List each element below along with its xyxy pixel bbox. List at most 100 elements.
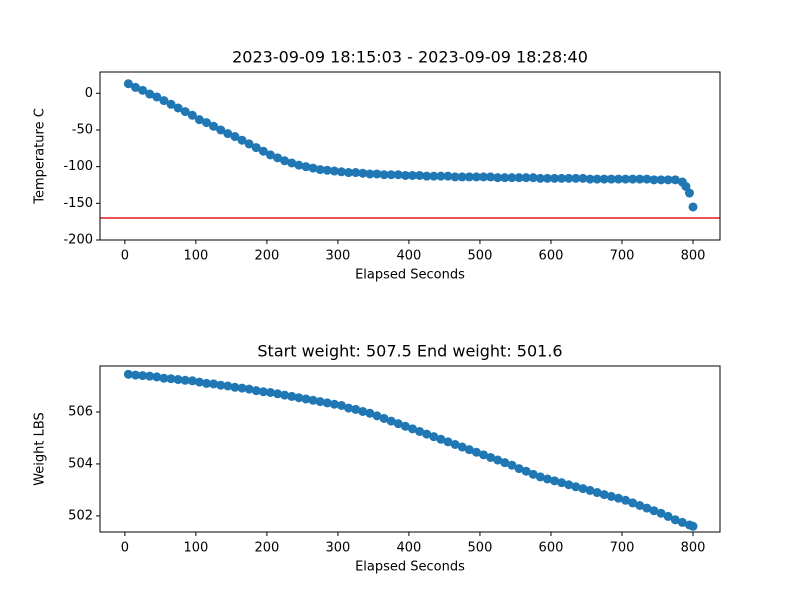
- x-tick-label: 400: [397, 249, 422, 264]
- point: [564, 480, 574, 490]
- point: [329, 399, 339, 409]
- point: [265, 387, 275, 397]
- point: [273, 389, 283, 399]
- point: [166, 99, 176, 109]
- point: [464, 445, 474, 455]
- point: [407, 424, 417, 434]
- axes-frame: [99, 71, 721, 241]
- point: [287, 158, 297, 168]
- point: [656, 508, 666, 518]
- x-tick-label: 600: [539, 249, 564, 264]
- point: [656, 175, 666, 185]
- point: [145, 371, 155, 381]
- x-axis-label: Elapsed Seconds: [355, 560, 465, 575]
- point: [670, 515, 680, 525]
- point: [606, 491, 616, 501]
- point: [393, 170, 403, 180]
- point: [628, 174, 638, 184]
- point: [322, 398, 332, 408]
- y-tick-label: 504: [68, 456, 93, 471]
- point: [599, 174, 609, 184]
- point: [145, 89, 155, 99]
- x-tick-label: 500: [468, 249, 493, 264]
- point: [407, 170, 417, 180]
- point: [258, 146, 268, 156]
- x-tick-label: 200: [254, 249, 279, 264]
- point: [336, 400, 346, 410]
- point: [194, 377, 204, 387]
- point: [358, 406, 368, 416]
- point: [422, 171, 432, 181]
- point: [613, 174, 623, 184]
- point: [166, 374, 176, 384]
- point: [159, 373, 169, 383]
- point: [635, 174, 645, 184]
- point: [123, 79, 133, 89]
- point: [138, 85, 148, 95]
- point: [131, 370, 141, 380]
- point: [152, 372, 162, 382]
- point: [443, 437, 453, 447]
- point: [663, 511, 673, 521]
- point: [173, 103, 183, 113]
- point: [606, 174, 616, 184]
- point: [528, 469, 538, 479]
- point: [358, 168, 368, 178]
- point: [479, 450, 489, 460]
- point: [649, 175, 659, 185]
- point: [223, 381, 233, 391]
- point: [550, 476, 560, 486]
- x-tick-label: 700: [610, 249, 635, 264]
- point: [301, 394, 311, 404]
- point: [138, 371, 148, 381]
- point: [592, 488, 602, 498]
- point: [471, 172, 481, 182]
- point: [535, 472, 545, 482]
- point: [628, 498, 638, 508]
- point: [450, 439, 460, 449]
- point: [322, 165, 332, 175]
- point: [223, 129, 233, 139]
- axes-frame: [99, 365, 721, 533]
- point: [365, 408, 375, 418]
- point: [429, 171, 439, 181]
- point: [571, 173, 581, 183]
- point: [180, 107, 190, 117]
- point: [415, 170, 425, 180]
- point: [557, 173, 567, 183]
- x-tick-label: 700: [610, 541, 635, 556]
- point: [688, 521, 698, 531]
- point: [571, 482, 581, 492]
- y-tick-label: -100: [63, 159, 93, 174]
- point: [393, 419, 403, 429]
- point: [287, 391, 297, 401]
- point: [173, 375, 183, 385]
- x-tick-label: 600: [539, 541, 564, 556]
- point: [635, 501, 645, 511]
- point: [564, 173, 574, 183]
- point: [681, 181, 691, 191]
- point: [521, 466, 531, 476]
- y-axis-label: Weight LBS: [33, 412, 48, 486]
- x-tick-label: 200: [254, 541, 279, 556]
- point: [194, 115, 204, 125]
- point: [684, 188, 694, 198]
- point: [344, 168, 354, 178]
- x-tick-label: 100: [183, 541, 208, 556]
- point: [237, 383, 247, 393]
- point: [500, 173, 510, 183]
- point: [542, 173, 552, 183]
- x-tick-label: 300: [326, 541, 351, 556]
- point: [152, 92, 162, 102]
- point: [294, 160, 304, 170]
- point: [315, 165, 325, 175]
- y-tick-label: -200: [63, 233, 93, 248]
- point: [479, 172, 489, 182]
- point: [230, 132, 240, 142]
- point: [308, 163, 318, 173]
- point: [386, 170, 396, 180]
- point: [209, 379, 219, 389]
- point: [471, 447, 481, 457]
- point: [507, 460, 517, 470]
